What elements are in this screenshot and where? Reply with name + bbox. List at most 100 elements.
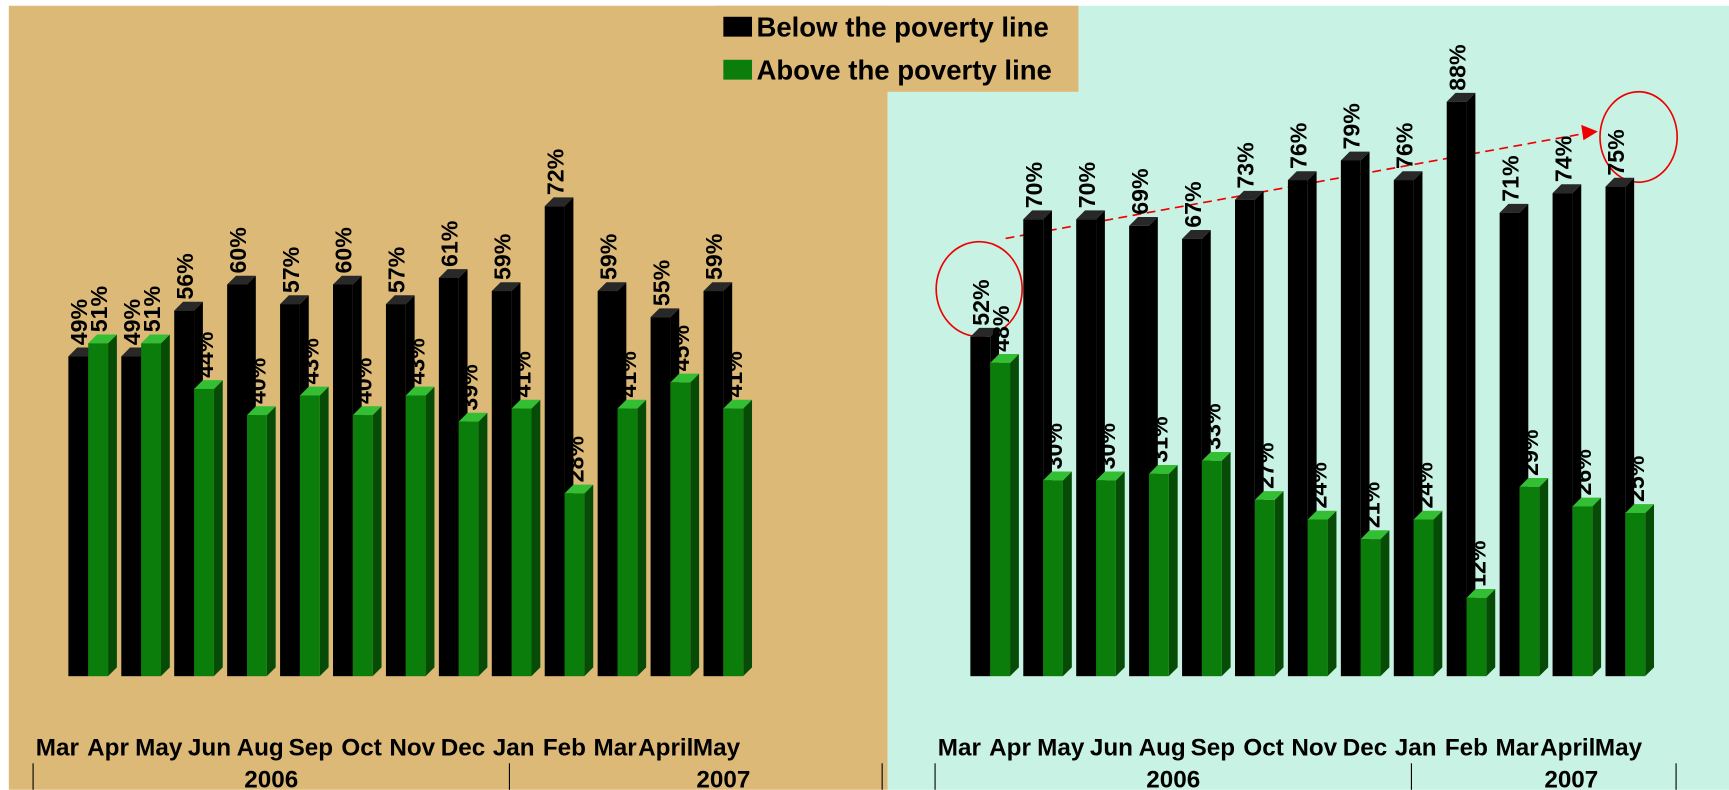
bar-side: [1221, 451, 1231, 677]
bar: [385, 304, 406, 677]
data-label: 69%: [1127, 168, 1153, 214]
bar: [1023, 219, 1044, 677]
data-label: 76%: [1286, 123, 1312, 169]
bar: [333, 284, 353, 677]
x-tick-label: Dec: [1343, 735, 1388, 762]
data-label: 31%: [1147, 416, 1173, 462]
data-label: 59%: [490, 234, 516, 280]
bar-top: [1605, 177, 1635, 187]
data-label: 75%: [1603, 129, 1629, 175]
bar-side: [743, 399, 753, 677]
year-label: 2006: [244, 767, 298, 790]
bar-side: [213, 380, 223, 677]
data-label: 12%: [1464, 540, 1490, 586]
bar-top: [1552, 184, 1582, 194]
data-label: 49%: [119, 299, 145, 345]
bar: [1413, 519, 1434, 677]
data-label: 61%: [437, 221, 463, 267]
bar-top: [1360, 530, 1390, 540]
data-label: 56%: [172, 253, 198, 299]
bar-side: [160, 334, 170, 677]
bar: [1499, 212, 1520, 677]
bar: [280, 304, 300, 677]
x-tick-label: Jun: [1090, 735, 1133, 762]
bar-top: [1625, 504, 1655, 513]
x-tick-label: Jan: [1395, 735, 1437, 762]
x-tick-label: Sep: [289, 735, 333, 762]
x-tick-label: Mar: [36, 735, 80, 762]
x-tick-label: April: [638, 735, 693, 762]
bar: [1605, 186, 1626, 677]
data-label: 40%: [245, 358, 271, 404]
bar-side: [108, 334, 117, 677]
x-tick-label: Oct: [341, 735, 381, 762]
year-label: 2006: [1146, 767, 1200, 790]
bar-top: [1182, 229, 1211, 239]
bar-side: [637, 399, 647, 677]
data-label: 60%: [331, 227, 357, 273]
x-tick-label: May: [1595, 735, 1643, 762]
bar-side: [425, 386, 435, 677]
bar-top: [491, 282, 521, 292]
bar-top: [227, 275, 256, 285]
data-label: 44%: [192, 332, 218, 378]
data-label: 74%: [1550, 136, 1576, 182]
x-tick-label: Dec: [441, 735, 486, 762]
x-tick-label: Jan: [493, 735, 535, 762]
data-label: 55%: [648, 260, 674, 306]
data-label: 40%: [351, 358, 377, 404]
data-label: 25%: [1623, 456, 1649, 502]
bar-top: [280, 295, 309, 305]
bar: [970, 336, 991, 677]
data-label: 26%: [1570, 449, 1596, 495]
data-label: 88%: [1444, 44, 1470, 90]
x-tick-label: Aug: [237, 735, 284, 762]
bar: [1096, 480, 1116, 677]
bar: [1043, 480, 1063, 677]
bar-side: [1380, 530, 1390, 677]
bar-top: [1235, 190, 1264, 200]
data-label: 30%: [1094, 423, 1120, 469]
legend-swatch: [723, 16, 753, 37]
x-tick-label: Nov: [389, 735, 435, 762]
bar-top: [564, 484, 594, 494]
bar-side: [319, 386, 329, 677]
bar: [723, 408, 744, 677]
x-tick-label: May: [693, 735, 741, 762]
data-label: 70%: [1074, 162, 1100, 208]
bar-top: [1340, 151, 1370, 161]
data-label: 43%: [404, 338, 430, 384]
x-tick-label: Mar: [938, 735, 982, 762]
bar-side: [1168, 464, 1178, 677]
bar: [491, 291, 512, 677]
bar: [194, 388, 214, 677]
bar: [1625, 512, 1646, 677]
bar: [68, 356, 89, 677]
data-label: 73%: [1233, 142, 1259, 188]
data-label: 72%: [542, 149, 568, 195]
bar-side: [690, 373, 700, 677]
data-label: 48%: [988, 305, 1014, 351]
bar-side: [1274, 491, 1284, 677]
data-label: 41%: [721, 351, 747, 397]
x-tick-label: May: [1037, 735, 1085, 762]
x-tick-label: Apr: [989, 735, 1031, 762]
bar-side: [1010, 354, 1019, 677]
x-tick-label: Aug: [1139, 735, 1186, 762]
bar-top: [458, 412, 488, 422]
bar-side: [584, 484, 594, 677]
bar-top: [1466, 589, 1496, 598]
bar-top: [1287, 171, 1317, 181]
bar: [990, 362, 1011, 677]
legend-swatch: [723, 59, 753, 80]
bar: [1148, 473, 1169, 677]
bar: [438, 277, 459, 677]
bar: [121, 356, 142, 677]
bar-top: [650, 308, 680, 318]
data-label: 29%: [1517, 430, 1543, 476]
bar-side: [1486, 589, 1496, 677]
bar: [1340, 160, 1361, 677]
data-label: 52%: [968, 279, 994, 325]
data-label: 21%: [1358, 482, 1384, 528]
bar-side: [1592, 497, 1602, 677]
